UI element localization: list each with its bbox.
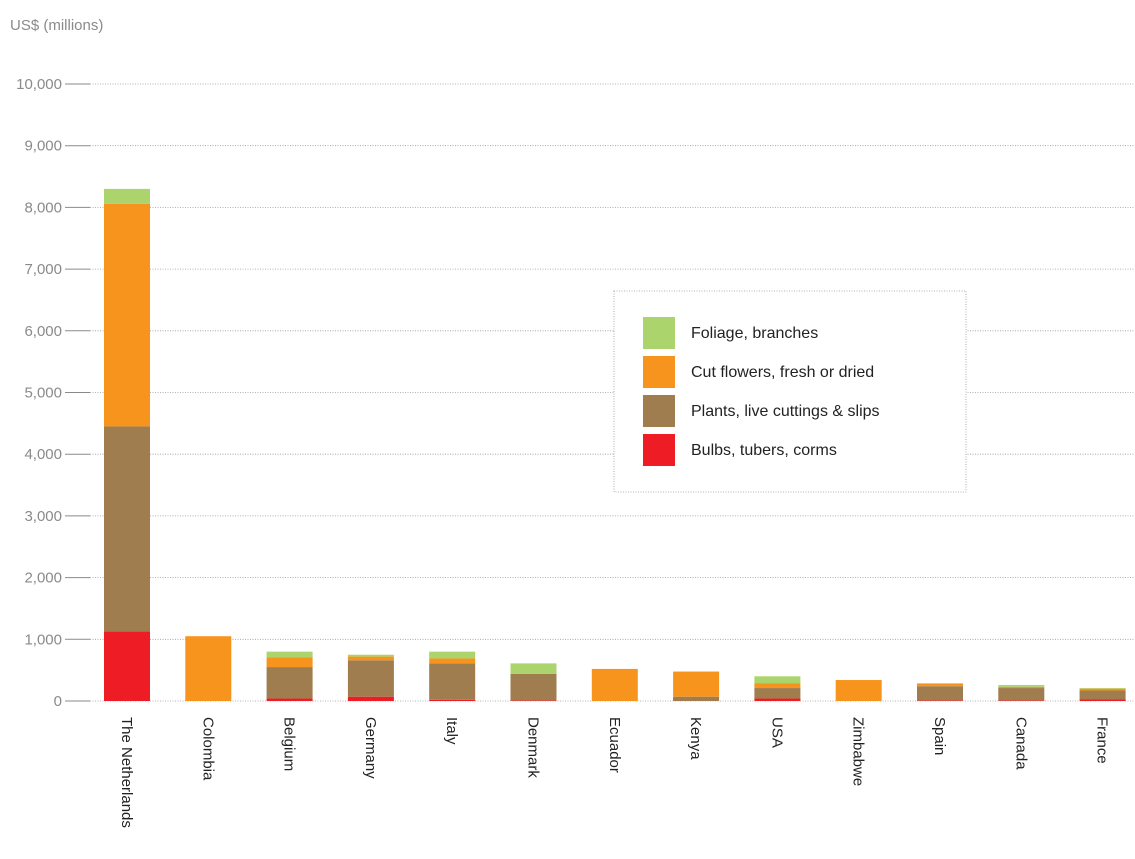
x-category-label: Spain	[931, 717, 948, 755]
legend-swatch	[643, 434, 675, 466]
y-tick-label: 5,000	[24, 385, 62, 402]
x-category-label: USA	[768, 717, 785, 748]
bar-segment	[429, 658, 476, 664]
y-tick-label: 6,000	[24, 323, 62, 340]
y-tick-label: 9,000	[24, 138, 62, 155]
y-tick-label: 3,000	[24, 508, 62, 525]
bar-segment	[917, 700, 963, 701]
y-axis-ticks: 0 1,000 2,000 3,000 4,000 5,000 6,000 7,000 8,00…	[16, 76, 90, 710]
bar-segment	[347, 660, 394, 697]
bar-segment	[104, 631, 150, 701]
bar-segment	[754, 683, 801, 689]
x-category-label: Belgium	[281, 717, 298, 771]
bar-segment	[998, 684, 1045, 687]
legend-label: Bulbs, tubers, corms	[691, 442, 837, 459]
bar-segment	[917, 683, 963, 684]
bar-segment	[673, 671, 720, 673]
y-tick-label: 1,000	[24, 631, 62, 648]
bar-segment	[998, 688, 1045, 701]
bar-segment	[185, 636, 232, 701]
x-axis-labels: The Netherlands Colombia Belgium Germany Ita…	[118, 717, 1111, 828]
x-category-label: Canada	[1012, 717, 1029, 770]
bar-segment	[998, 700, 1045, 701]
legend-label: Foliage, branches	[691, 325, 818, 342]
bar-segment	[429, 651, 476, 659]
y-tick-label: 0	[54, 693, 62, 710]
bar-segment	[429, 663, 476, 700]
legend-swatch	[643, 395, 675, 427]
x-category-label: France	[1094, 717, 1111, 764]
y-tick-label: 8,000	[24, 199, 62, 216]
bar-segment	[1079, 690, 1126, 700]
x-category-label: Zimbabwe	[850, 717, 867, 786]
bar-segment	[754, 688, 801, 699]
x-category-label: Italy	[443, 717, 460, 745]
x-category-label: Germany	[362, 717, 379, 779]
y-tick-label: 7,000	[24, 261, 62, 278]
legend-label: Plants, live cuttings & slips	[691, 403, 880, 420]
bar-segment	[266, 667, 313, 699]
bar-segment	[673, 672, 720, 697]
bar-segment	[754, 676, 801, 684]
gridlines	[90, 83, 1135, 702]
y-tick-label: 2,000	[24, 570, 62, 587]
bar-segment	[510, 673, 557, 701]
y-tick-label: 10,000	[16, 76, 62, 93]
y-axis-label: US$ (millions)	[10, 17, 103, 34]
bar-segment	[104, 188, 150, 204]
bar-segment	[347, 696, 394, 701]
x-category-label: The Netherlands	[118, 717, 135, 828]
bar-segment	[917, 683, 963, 687]
bar-segment	[1079, 688, 1126, 691]
bar-segment	[754, 698, 801, 701]
bar-segment	[591, 668, 638, 701]
x-category-label: Kenya	[687, 717, 704, 760]
bar-segment	[266, 651, 313, 658]
bar-segment	[347, 656, 394, 661]
bar-segment	[510, 673, 557, 674]
x-category-label: Ecuador	[606, 717, 623, 773]
bars	[104, 188, 1126, 701]
bar-segment	[1079, 688, 1126, 689]
bar-segment	[104, 426, 150, 632]
bar-segment	[998, 686, 1045, 689]
bar-segment	[835, 680, 882, 701]
bar-segment	[266, 698, 313, 701]
legend: Foliage, branches Cut flowers, fresh or d…	[613, 290, 967, 493]
x-category-label: Colombia	[199, 717, 216, 781]
bar-segment	[510, 700, 557, 701]
bar-segment	[917, 686, 963, 701]
x-category-label: Denmark	[525, 717, 542, 778]
bar-segment	[347, 654, 394, 657]
bar-segment	[429, 699, 476, 701]
bar-segment	[104, 203, 150, 427]
bar-segment	[673, 696, 720, 701]
legend-swatch	[643, 356, 675, 388]
bar-segment	[266, 657, 313, 668]
y-tick-label: 4,000	[24, 446, 62, 463]
legend-swatch	[643, 317, 675, 349]
bar-segment	[510, 663, 557, 674]
legend-label: Cut flowers, fresh or dried	[691, 364, 874, 381]
bar-segment	[1079, 699, 1126, 701]
